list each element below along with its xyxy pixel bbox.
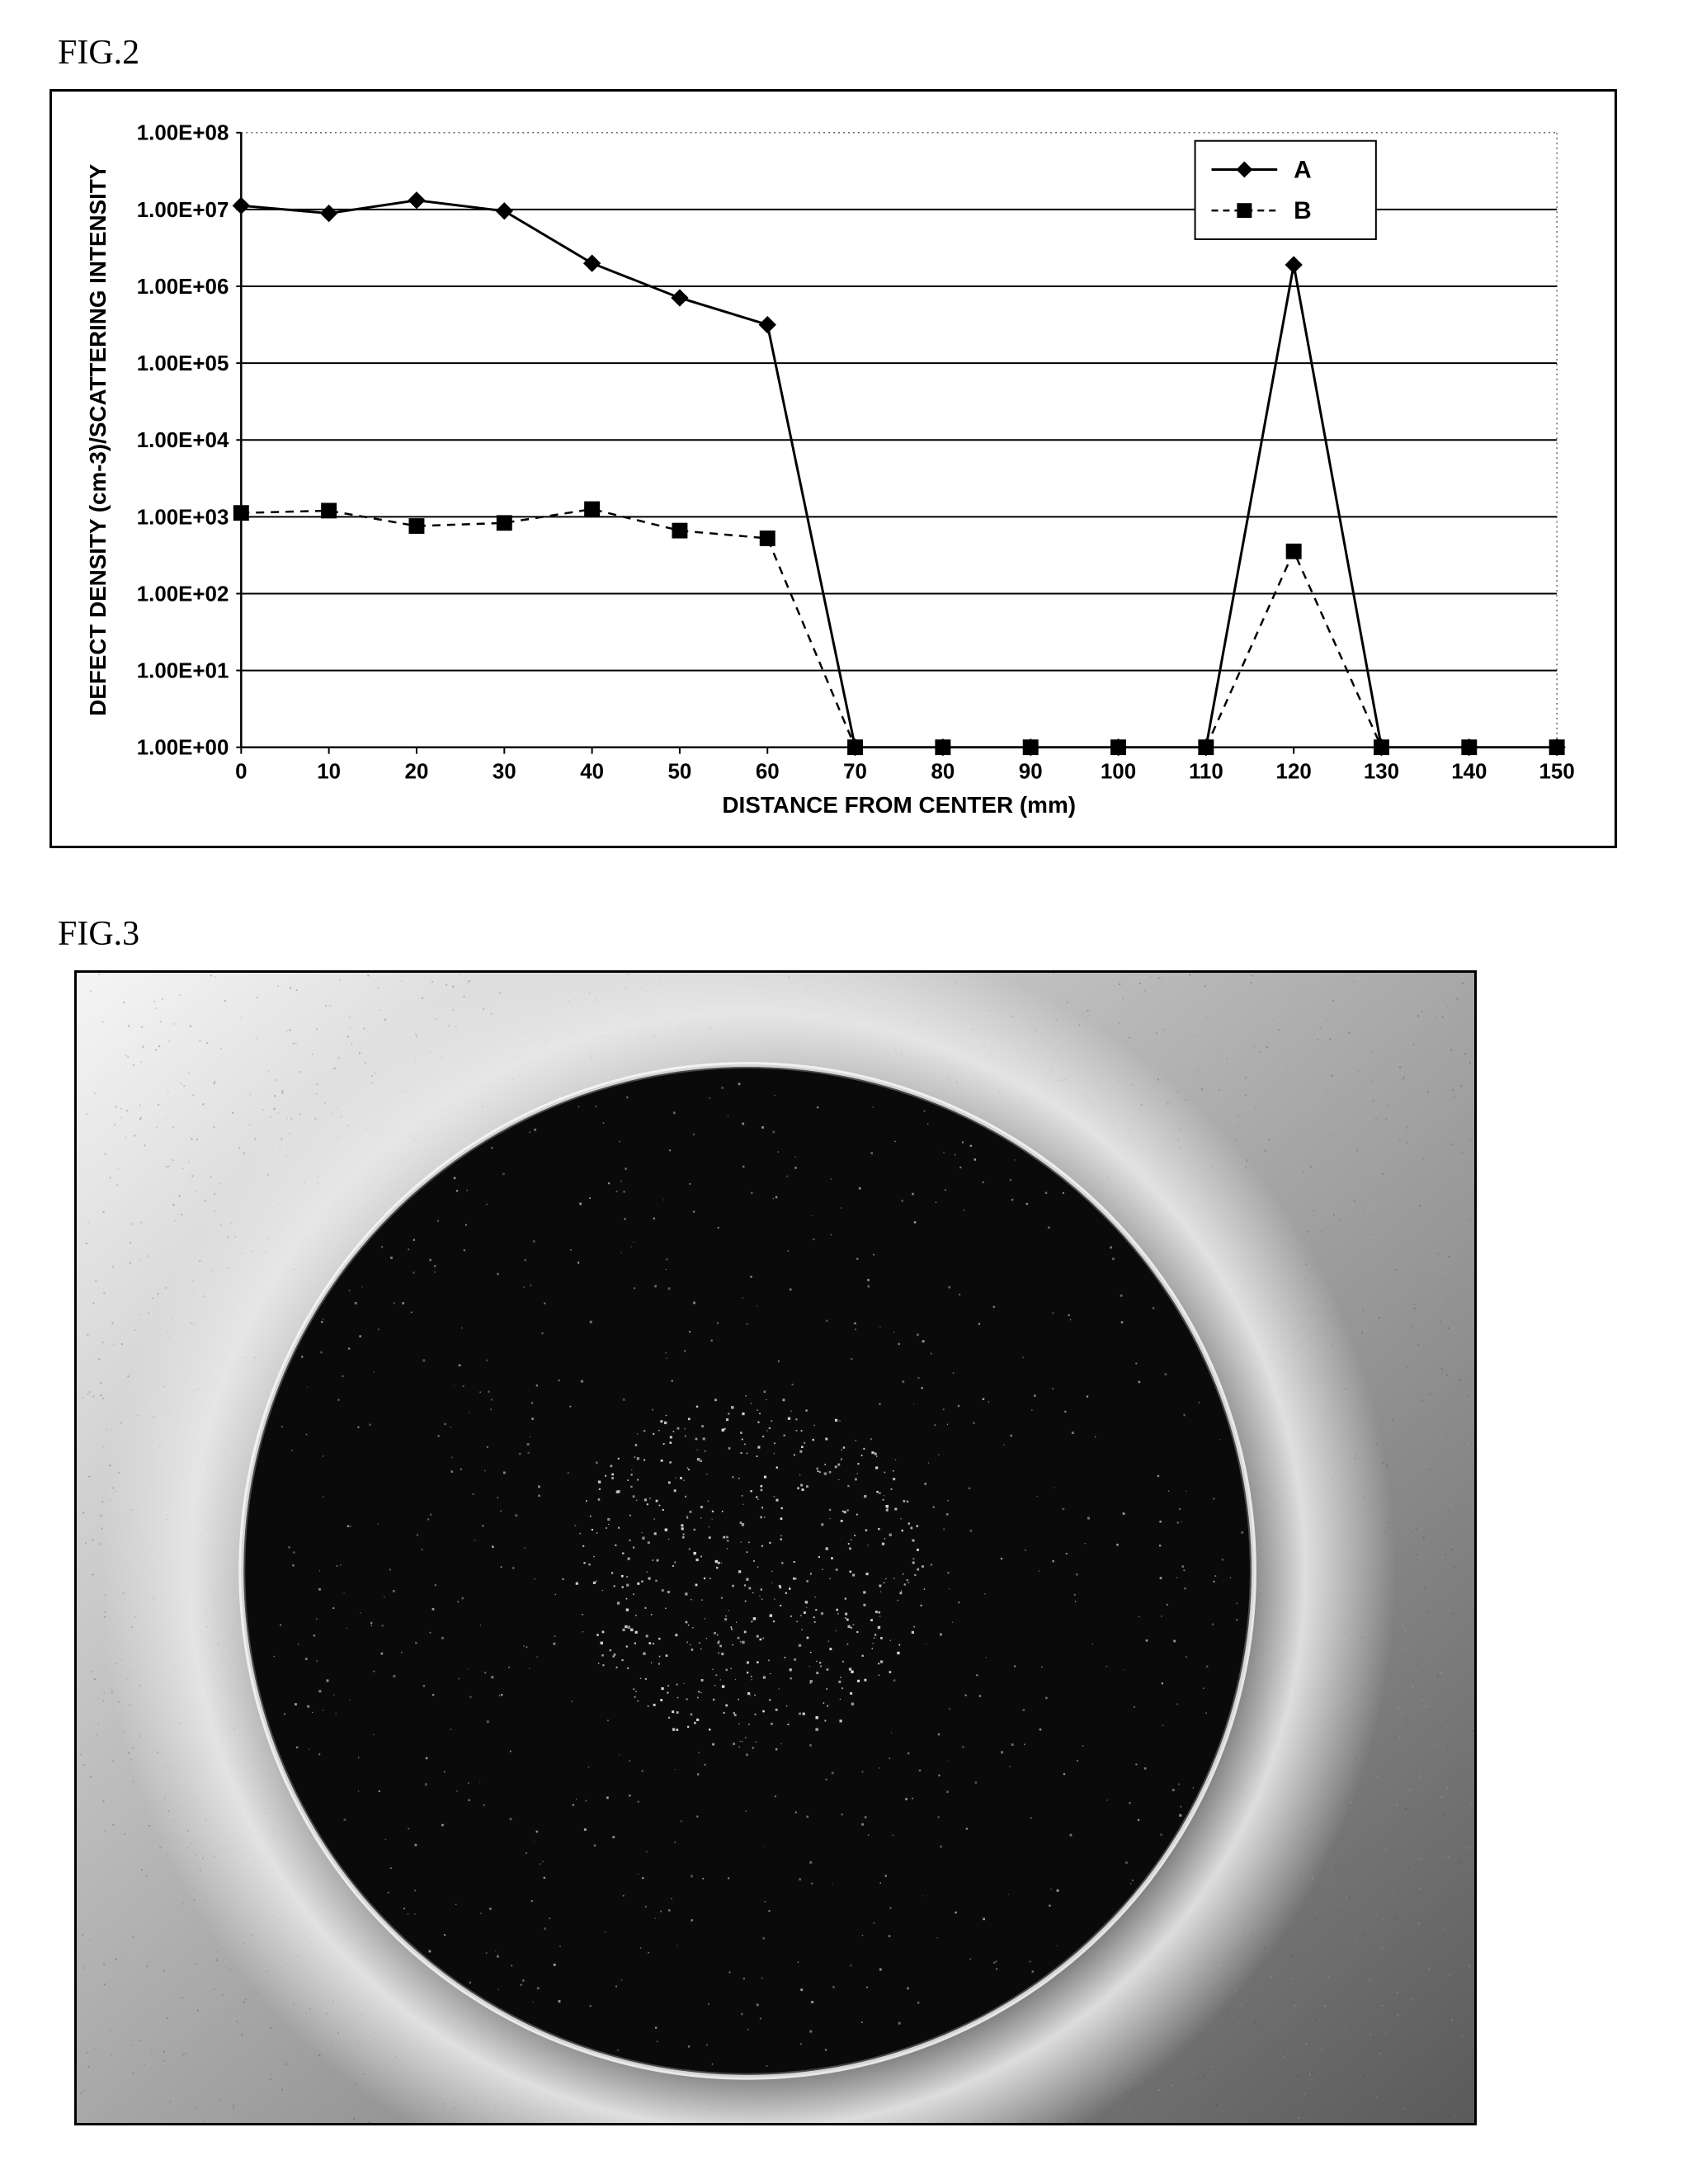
svg-text:B: B bbox=[1294, 197, 1312, 224]
fig2-label: FIG.2 bbox=[58, 33, 1634, 73]
svg-text:90: 90 bbox=[1019, 760, 1043, 783]
svg-text:1.00E+02: 1.00E+02 bbox=[137, 583, 229, 606]
svg-text:110: 110 bbox=[1189, 760, 1223, 783]
svg-text:70: 70 bbox=[843, 760, 867, 783]
svg-text:100: 100 bbox=[1101, 760, 1136, 783]
svg-text:150: 150 bbox=[1539, 760, 1575, 783]
svg-text:DISTANCE FROM CENTER (mm): DISTANCE FROM CENTER (mm) bbox=[722, 792, 1076, 818]
fig3-label: FIG.3 bbox=[58, 914, 1634, 954]
svg-text:1.00E+04: 1.00E+04 bbox=[137, 429, 229, 452]
svg-text:120: 120 bbox=[1276, 760, 1312, 783]
svg-text:1.00E+07: 1.00E+07 bbox=[137, 199, 229, 222]
svg-text:80: 80 bbox=[931, 760, 955, 783]
svg-text:1.00E+01: 1.00E+01 bbox=[137, 660, 229, 683]
svg-text:1.00E+06: 1.00E+06 bbox=[137, 276, 229, 299]
svg-text:20: 20 bbox=[405, 760, 429, 783]
svg-text:0: 0 bbox=[235, 760, 247, 783]
svg-text:1.00E+03: 1.00E+03 bbox=[137, 506, 229, 529]
svg-text:A: A bbox=[1294, 156, 1312, 183]
svg-text:1.00E+08: 1.00E+08 bbox=[137, 122, 229, 145]
fig3-image bbox=[77, 973, 1474, 2123]
svg-text:1.00E+05: 1.00E+05 bbox=[137, 352, 229, 375]
fig2-chart-container: 1.00E+00 1.00E+01 1.00E+02 1.00E+03 1.00E+04… bbox=[50, 89, 1617, 848]
svg-text:130: 130 bbox=[1364, 760, 1399, 783]
svg-text:10: 10 bbox=[317, 760, 341, 783]
svg-text:DEFECT DENSITY (cm-3)/SCATTERI: DEFECT DENSITY (cm-3)/SCATTERING INTENSI… bbox=[85, 163, 111, 716]
svg-text:140: 140 bbox=[1451, 760, 1487, 783]
fig3-image-container bbox=[74, 970, 1477, 2125]
svg-text:40: 40 bbox=[580, 760, 604, 783]
svg-text:1.00E+00: 1.00E+00 bbox=[137, 737, 229, 760]
svg-text:50: 50 bbox=[668, 760, 692, 783]
svg-text:60: 60 bbox=[756, 760, 780, 783]
svg-text:30: 30 bbox=[493, 760, 516, 783]
fig2-chart: 1.00E+00 1.00E+01 1.00E+02 1.00E+03 1.00E+04… bbox=[68, 108, 1590, 829]
